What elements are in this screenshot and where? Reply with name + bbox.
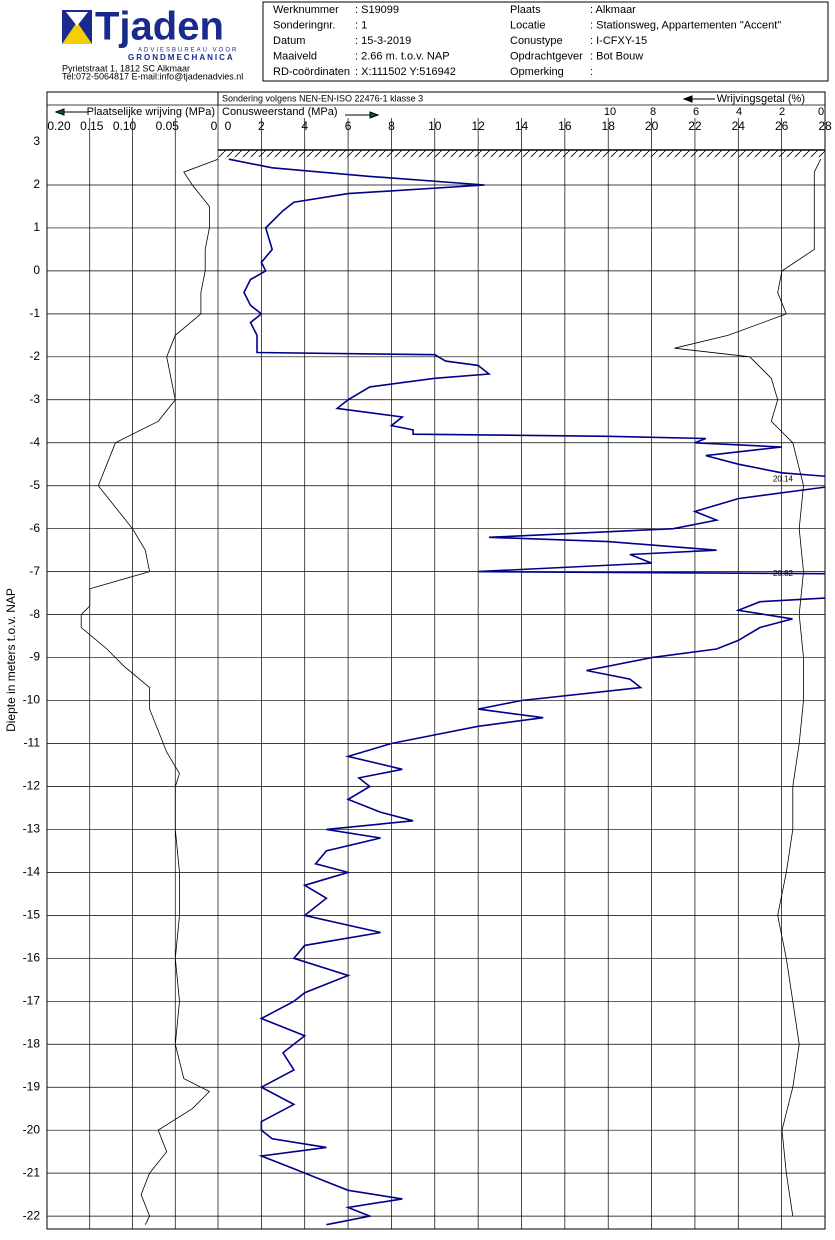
y-tick-label: -19 (23, 1079, 41, 1093)
field-label: Werknummer (273, 4, 339, 16)
y-tick-label: -16 (23, 950, 41, 964)
ratio-tick-label: 0 (818, 106, 824, 118)
annotation: 20.82 (773, 569, 794, 578)
field-label: Conustype (510, 35, 563, 47)
chart-title: Sondering volgens NEN-EN-ISO 22476-1 kla… (222, 93, 423, 103)
field-label: RD-coördinaten (273, 66, 350, 78)
contact: Tel:072-5064817 E-mail:info@tjadenadvies… (62, 71, 243, 81)
friction-tick-label: 0.15 (80, 119, 104, 133)
friction-tick-label: 0.10 (113, 119, 137, 133)
y-tick-label: -13 (23, 822, 41, 836)
y-tick-label: -15 (23, 908, 41, 922)
axis-label: Plaatselijke wrijving (MPa) (87, 106, 215, 118)
y-tick-label: -18 (23, 1036, 41, 1050)
field-label: Opmerking (510, 66, 564, 78)
y-tick-label: -17 (23, 993, 41, 1007)
address: Pyrietstraat 1, 1812 SC Alkmaar (62, 63, 190, 73)
tagline: ADVIESBUREAU VOOR (138, 48, 238, 54)
friction-tick-label: 0.20 (47, 119, 71, 133)
y-tick-label: -10 (23, 693, 41, 707)
tagline: GRONDMECHANICA (128, 53, 235, 62)
y-tick-label: -5 (29, 478, 40, 492)
ratio-tick-label: 10 (604, 106, 616, 118)
arrows (54, 95, 715, 119)
y-tick-label: -7 (29, 564, 40, 578)
y-tick-label: 1 (33, 220, 40, 234)
field-value: : I-CFXY-15 (590, 35, 647, 47)
axis-label: Wrijvingsgetal (%) (717, 93, 805, 105)
field-value: : 15-3-2019 (355, 35, 411, 47)
y-tick-label: -6 (29, 521, 40, 535)
y-tick-label: -21 (23, 1165, 41, 1179)
annotation: 20.14 (773, 474, 794, 483)
field-label: Datum (273, 35, 305, 47)
field-label: Maaiveld (273, 50, 317, 62)
field-value: : Bot Bouw (590, 50, 643, 62)
ratio-tick-label: 6 (693, 106, 699, 118)
y-tick-label: -4 (29, 435, 40, 449)
ratio-curve (674, 159, 822, 1217)
logo-text: Tjaden (95, 5, 224, 49)
field-value: : Alkmaar (590, 4, 636, 16)
ratio-tick-label: 8 (650, 106, 656, 118)
field-label: Sonderingnr. (273, 19, 335, 31)
x-tick-label: 0 (225, 119, 232, 133)
ratio-tick-label: 2 (779, 106, 785, 118)
y-tick-label: -8 (29, 607, 40, 621)
y-tick-label: 0 (33, 263, 40, 277)
field-value: : X:111502 Y:516942 (355, 66, 456, 78)
info-box (262, 1, 829, 82)
field-value: : (590, 66, 593, 78)
cone-curve (228, 158, 825, 1226)
y-tick-label: -1 (29, 306, 40, 320)
friction-tick-label: 0 (211, 119, 218, 133)
y-tick-label: 2 (33, 177, 40, 191)
friction-curve (80, 158, 219, 1225)
field-value: : Stationsweg, Appartementen "Accent" (590, 19, 781, 31)
field-value: : 1 (355, 19, 367, 31)
field-value: : 2.66 m. t.o.v. NAP (355, 50, 450, 62)
y-tick-label: -9 (29, 650, 40, 664)
field-value: : S19099 (355, 4, 399, 16)
ratio-tick-label: 4 (736, 106, 742, 118)
friction-tick-label: 0.05 (156, 119, 180, 133)
y-axis-label: Diepte in meters t.o.v. NAP (4, 588, 18, 732)
curves (80, 158, 825, 1226)
y-tick-label: -14 (23, 865, 41, 879)
y-tick-label: -20 (23, 1122, 41, 1136)
y-tick-label: -12 (23, 779, 41, 793)
field-label: Opdrachtgever (510, 50, 583, 62)
y-tick-label: -11 (24, 736, 41, 750)
y-tick-label: 3 (33, 134, 40, 148)
axis-label: Conusweerstand (MPa) (222, 106, 338, 118)
y-tick-label: -22 (23, 1208, 41, 1222)
field-label: Locatie (510, 19, 545, 31)
chart-frame (46, 91, 826, 1230)
field-label: Plaats (510, 4, 541, 16)
y-tick-label: -2 (29, 349, 40, 363)
y-tick-label: -3 (29, 392, 40, 406)
logo: Tjaden ADVIESBUREAU VOOR GRONDMECHANICA … (62, 5, 243, 81)
